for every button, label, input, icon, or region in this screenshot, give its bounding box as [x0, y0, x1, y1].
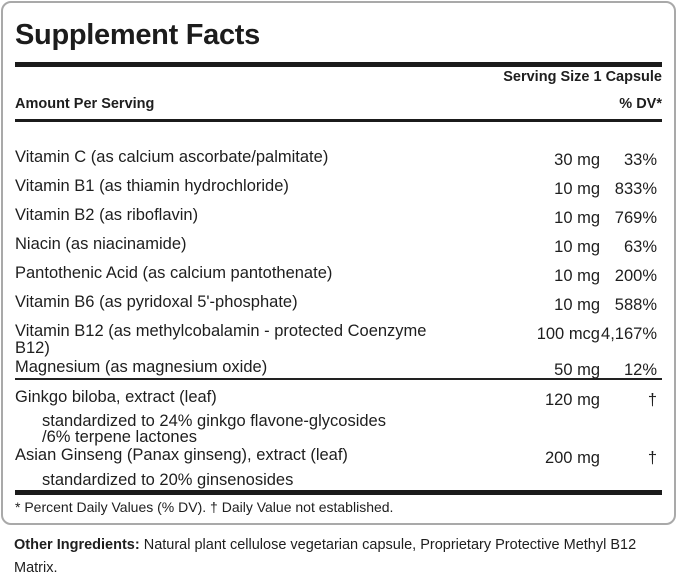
nutrient-dv: 588%: [614, 296, 657, 314]
nutrient-amount: 10 mg: [554, 267, 600, 285]
table-row: Magnesium (as magnesium oxide) 50 mg 12%: [15, 358, 662, 379]
amount-per-serving-header: Amount Per Serving: [15, 96, 155, 112]
nutrient-dv: 200%: [614, 267, 657, 285]
nutrient-amount: 10 mg: [554, 209, 600, 227]
panel-title: Supplement Facts: [15, 19, 260, 51]
table-row: Niacin (as niacinamide) 10 mg 63%: [15, 235, 662, 256]
nutrient-name: Vitamin B6 (as pyridoxal 5'-phosphate): [15, 293, 298, 311]
herb-standardization-note: standardized to 24% ginkgo flavone-glyco…: [42, 412, 386, 446]
table-row: Vitamin C (as calcium ascorbate/palmitat…: [15, 148, 662, 169]
nutrient-name: Vitamin B12 (as methylcobalamin - protec…: [15, 322, 427, 357]
nutrient-dv: 833%: [614, 180, 657, 198]
herb-dv-dagger: †: [647, 391, 657, 409]
herb-amount: 120 mg: [544, 391, 600, 409]
nutrient-dv: 769%: [614, 209, 657, 227]
serving-size: Serving Size 1 Capsule: [503, 69, 662, 85]
nutrient-rows: Vitamin C (as calcium ascorbate/palmitat…: [15, 148, 662, 379]
thick-rule-top: [15, 62, 662, 67]
nutrient-amount: 10 mg: [554, 238, 600, 256]
nutrient-dv: 33%: [623, 151, 657, 169]
other-ingredients-text: Natural plant cellulose vegetarian capsu…: [14, 537, 637, 576]
nutrient-amount: 30 mg: [554, 151, 600, 169]
table-row: Asian Ginseng (Panax ginseng), extract (…: [15, 446, 662, 467]
nutrient-name: Vitamin C (as calcium ascorbate/palmitat…: [15, 148, 329, 166]
nutrient-amount: 50 mg: [554, 361, 600, 379]
nutrient-dv: 63%: [623, 238, 657, 256]
nutrient-name: Vitamin B2 (as riboflavin): [15, 206, 199, 224]
nutrient-name: Vitamin B1 (as thiamin hydrochloride): [15, 177, 289, 195]
herb-amount: 200 mg: [544, 449, 600, 467]
other-ingredients: Other Ingredients: Natural plant cellulo…: [14, 534, 666, 580]
nutrient-amount: 10 mg: [554, 180, 600, 198]
herb-name: Ginkgo biloba, extract (leaf): [15, 388, 217, 406]
herb-name: Asian Ginseng (Panax ginseng), extract (…: [15, 446, 348, 464]
table-row: Vitamin B6 (as pyridoxal 5'-phosphate) 1…: [15, 293, 662, 314]
nutrient-name: Magnesium (as magnesium oxide): [15, 358, 268, 376]
percent-dv-header: % DV*: [619, 96, 662, 112]
table-row: Pantothenic Acid (as calcium pantothenat…: [15, 264, 662, 285]
table-row: Vitamin B2 (as riboflavin) 10 mg 769%: [15, 206, 662, 227]
dv-footnote: * Percent Daily Values (% DV). † Daily V…: [15, 499, 394, 515]
nutrient-dv: 4,167%: [601, 325, 657, 343]
table-row: Vitamin B1 (as thiamin hydrochloride) 10…: [15, 177, 662, 198]
herb-dv-dagger: †: [647, 449, 657, 467]
nutrient-name: Niacin (as niacinamide): [15, 235, 187, 253]
nutrient-dv: 12%: [623, 361, 657, 379]
nutrient-amount: 10 mg: [554, 296, 600, 314]
thin-rule-herb-section: [15, 378, 662, 380]
medium-rule-header: [15, 119, 662, 122]
table-row: Vitamin B12 (as methylcobalamin - protec…: [15, 323, 662, 357]
nutrient-amount: 100 mcg: [536, 325, 600, 343]
table-row: Ginkgo biloba, extract (leaf) 120 mg †: [15, 388, 662, 409]
thick-rule-bottom: [15, 490, 662, 495]
nutrient-name: Pantothenic Acid (as calcium pantothenat…: [15, 264, 333, 282]
herb-standardization-note: standardized to 20% ginsenosides: [42, 471, 294, 489]
other-ingredients-label: Other Ingredients:: [14, 537, 140, 553]
supplement-facts-panel: Supplement Facts Serving Size 1 Capsule …: [1, 1, 676, 525]
column-header-row: Amount Per Serving % DV*: [15, 96, 662, 113]
